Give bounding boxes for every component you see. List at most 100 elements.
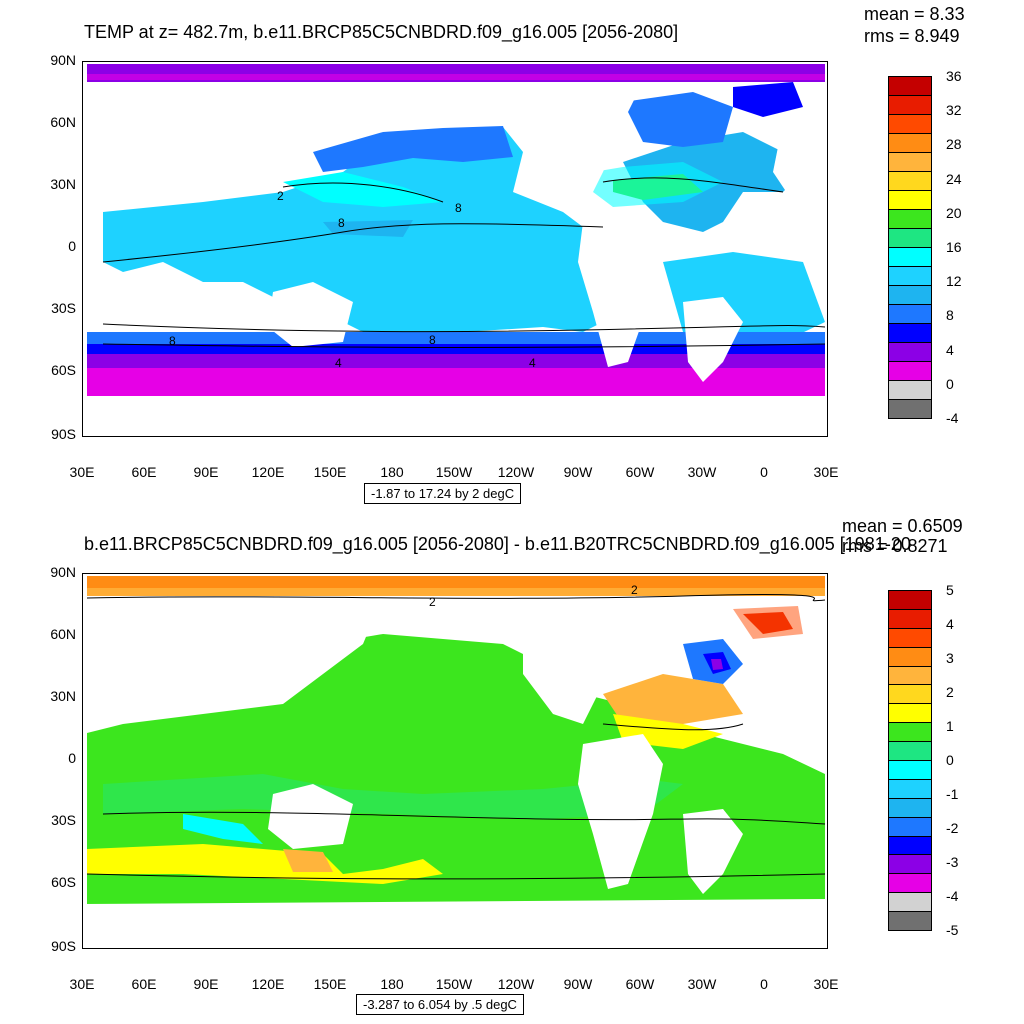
atlantic-subtropical-cyan bbox=[593, 162, 723, 207]
bottom-map-canvas: 2 2 bbox=[83, 576, 827, 948]
colorbar-label: 12 bbox=[946, 273, 962, 290]
north-america-land bbox=[523, 596, 643, 724]
contour-line bbox=[102, 811, 826, 825]
colorbar-label: 3 bbox=[946, 650, 954, 666]
bottom-mean: mean = 0.6509 bbox=[842, 516, 963, 536]
colorbar-label: 32 bbox=[946, 102, 962, 119]
pacific-north bbox=[313, 126, 513, 172]
contour-label: 2 bbox=[277, 189, 284, 203]
top-map-panel: TEMP at z= 482.7m, b.e11.BRCP85C5CNBDRD.… bbox=[50, 4, 965, 504]
y-tick-label: 90N bbox=[50, 564, 76, 580]
x-tick-label: 90W bbox=[563, 976, 593, 992]
south-america-land bbox=[683, 297, 743, 382]
colorbar-label: 2 bbox=[946, 684, 954, 700]
y-tick-label: 90N bbox=[50, 52, 76, 68]
southern-warm-band bbox=[87, 844, 443, 884]
colorbar-label: -4 bbox=[946, 410, 959, 426]
bottom-range-note: -3.287 to 6.054 by .5 degC bbox=[356, 994, 524, 1015]
top-rms: rms = 8.949 bbox=[864, 26, 960, 46]
colorbar-swatch bbox=[888, 266, 932, 286]
southern-band-4 bbox=[87, 344, 825, 354]
contour-label: 4 bbox=[529, 356, 536, 370]
y-tick-label: 0 bbox=[68, 750, 76, 766]
colorbar-swatch bbox=[888, 684, 932, 705]
x-tick-label: 90W bbox=[563, 464, 593, 480]
colorbar-label: 4 bbox=[946, 616, 954, 632]
colorbar-swatch bbox=[888, 892, 932, 913]
colorbar-label: 5 bbox=[946, 582, 954, 598]
contour-label: 8 bbox=[455, 201, 462, 215]
top-title: TEMP at z= 482.7m, b.e11.BRCP85C5CNBDRD.… bbox=[84, 22, 679, 42]
y-tick-label: 30S bbox=[51, 300, 76, 316]
contour-line bbox=[102, 323, 826, 333]
colorbar-label: 0 bbox=[946, 375, 954, 392]
colorbar-swatch bbox=[888, 760, 932, 780]
colorbar-swatch bbox=[888, 361, 932, 381]
colorbar-swatch bbox=[888, 247, 932, 267]
colorbar-label: 1 bbox=[946, 718, 954, 734]
colorbar-label: 0 bbox=[946, 752, 954, 768]
nordic-orange bbox=[733, 606, 803, 639]
y-tick-label: 0 bbox=[68, 238, 76, 254]
contour-line bbox=[102, 343, 826, 348]
x-tick-label: 0 bbox=[760, 976, 768, 992]
southern-band-2 bbox=[87, 354, 825, 368]
colorbar-swatch bbox=[888, 171, 932, 191]
colorbar-swatch bbox=[888, 76, 932, 96]
colorbar-swatch bbox=[888, 209, 932, 229]
colorbar-swatch bbox=[888, 816, 932, 837]
top-map-canvas: 8 8 8 8 4 4 2 bbox=[83, 64, 827, 436]
x-tick-label: 90E bbox=[193, 464, 219, 480]
x-tick-label: 0 bbox=[760, 464, 768, 480]
southern-band-0 bbox=[87, 368, 825, 396]
colorbar-swatch bbox=[888, 722, 932, 743]
x-tick-label: 30E bbox=[813, 464, 839, 480]
colorbar-swatch bbox=[888, 152, 932, 172]
x-tick-label: 60W bbox=[625, 464, 655, 480]
y-tick-label: 30N bbox=[50, 688, 76, 704]
x-tick-label: 30E bbox=[69, 976, 95, 992]
y-tick-label: 30N bbox=[50, 176, 76, 192]
contour-line bbox=[602, 177, 784, 193]
arctic-band-edge bbox=[87, 74, 825, 80]
colorbar-swatch bbox=[888, 342, 932, 362]
top-mean: mean = 8.33 bbox=[864, 4, 965, 24]
australia-land bbox=[268, 784, 353, 849]
europe-land bbox=[773, 639, 827, 724]
southern-band-8 bbox=[87, 332, 825, 344]
x-tick-label: 90E bbox=[193, 976, 219, 992]
colorbar-label: -4 bbox=[946, 888, 959, 904]
colorbar-label: 24 bbox=[946, 170, 962, 187]
contour-label: 4 bbox=[335, 356, 342, 370]
x-tick-label: 30W bbox=[687, 976, 717, 992]
colorbar-swatch bbox=[888, 304, 932, 324]
contour-label: 8 bbox=[429, 333, 436, 347]
southern-orange-patch bbox=[283, 849, 333, 872]
south-america-land bbox=[683, 809, 743, 894]
top-range-note: -1.87 to 17.24 by 2 degC bbox=[364, 483, 522, 504]
x-tick-label: 150E bbox=[313, 464, 347, 480]
arctic-band-inner bbox=[87, 588, 825, 596]
colorbar-label: 36 bbox=[946, 68, 962, 84]
colorbar-swatch bbox=[888, 665, 932, 686]
bottom-map-frame: 2 2 bbox=[82, 573, 828, 949]
antarctica-land bbox=[83, 397, 827, 436]
colorbar-swatch bbox=[888, 590, 932, 610]
contour-line bbox=[602, 723, 744, 731]
colorbar-label: -5 bbox=[946, 922, 959, 938]
colorbar-swatch bbox=[888, 380, 932, 400]
x-tick-label: 180 bbox=[380, 976, 404, 992]
colorbar-swatch bbox=[888, 627, 932, 648]
contour-label: 8 bbox=[169, 334, 176, 348]
x-tick-label: 60E bbox=[131, 976, 157, 992]
colorbar-swatch bbox=[888, 873, 932, 894]
colorbar-swatch bbox=[888, 285, 932, 305]
x-tick-label: 150E bbox=[313, 976, 347, 992]
labrador-sea bbox=[623, 92, 733, 147]
colorbar-swatch bbox=[888, 190, 932, 210]
colorbar-swatch bbox=[888, 228, 932, 248]
colorbar-swatch bbox=[888, 911, 932, 931]
contour-line bbox=[102, 223, 604, 263]
ocean-light-green bbox=[103, 774, 683, 819]
bottom-title: b.e11.BRCP85C5CNBDRD.f09_g16.005 [2056-2… bbox=[84, 534, 911, 554]
